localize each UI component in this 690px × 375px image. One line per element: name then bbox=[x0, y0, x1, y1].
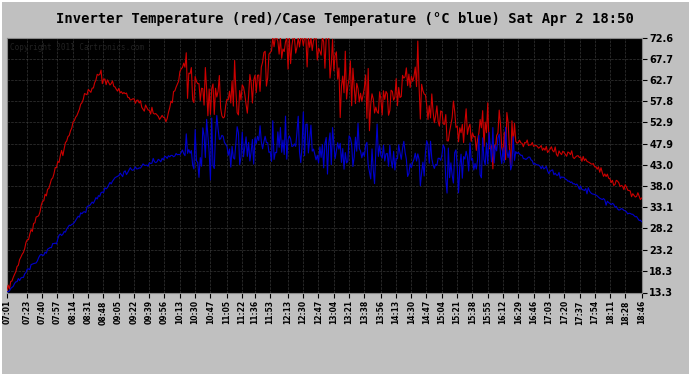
Text: Inverter Temperature (red)/Case Temperature (°C blue) Sat Apr 2 18:50: Inverter Temperature (red)/Case Temperat… bbox=[56, 12, 634, 26]
Text: Copyright 2011 Cartronics.com: Copyright 2011 Cartronics.com bbox=[10, 43, 144, 52]
